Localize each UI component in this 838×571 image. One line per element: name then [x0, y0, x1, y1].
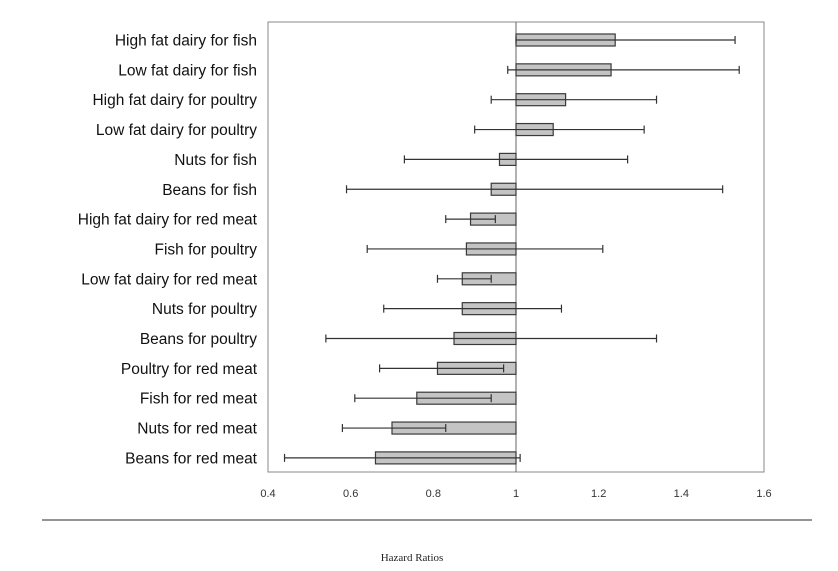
x-axis-ticks: 0.4 0.6 0.8 1 1.2 1.4 1.6 [260, 488, 771, 500]
category-label: Nuts for red meat [137, 421, 257, 438]
category-label: Low fat dairy for fish [118, 62, 257, 79]
category-label: Nuts for fish [174, 152, 257, 169]
category-label: Beans for red meat [125, 450, 258, 467]
category-label: High fat dairy for red meat [78, 212, 258, 229]
chart-marks [283, 33, 740, 465]
category-label: High fat dairy for poultry [92, 92, 257, 109]
category-labels: High fat dairy for fish Low fat dairy for… [78, 33, 258, 468]
x-tick-label: 1.6 [756, 488, 771, 500]
x-tick-label: 0.8 [426, 488, 441, 500]
category-label: Beans for fish [162, 182, 257, 199]
category-label: Beans for poultry [140, 331, 257, 348]
x-tick-label: 0.4 [260, 488, 275, 500]
x-tick-label: 0.6 [343, 488, 358, 500]
x-tick-label: 1.4 [674, 488, 689, 500]
category-label: Fish for red meat [140, 391, 258, 408]
category-label: High fat dairy for fish [115, 33, 257, 50]
x-tick-label: 1 [513, 488, 519, 500]
category-label: Low fat dairy for red meat [81, 271, 257, 288]
x-axis-title: Hazard Ratios [381, 552, 444, 564]
category-label: Fish for poultry [154, 241, 257, 258]
category-label: Low fat dairy for poultry [96, 122, 257, 139]
category-label: Poultry for red meat [121, 361, 258, 378]
x-tick-label: 1.2 [591, 488, 606, 500]
category-label: Nuts for poultry [152, 301, 257, 318]
